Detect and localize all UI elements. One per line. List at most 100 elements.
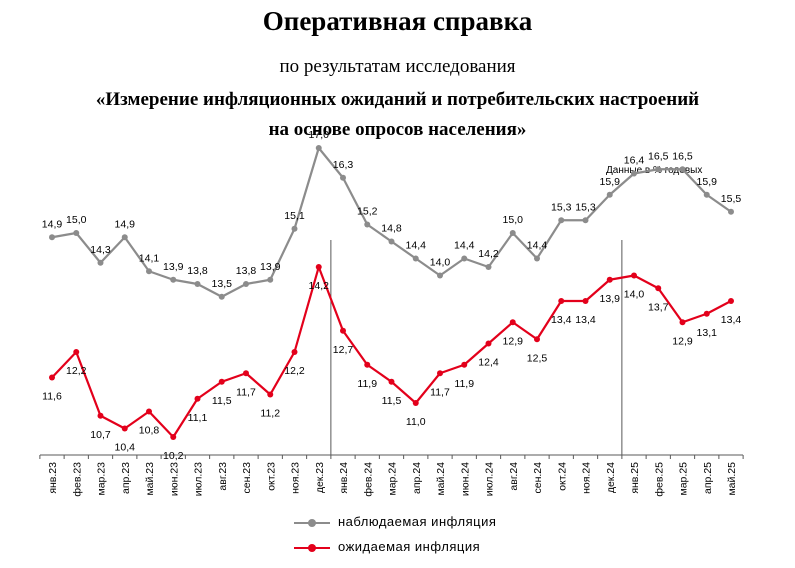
x-tick-label: мар.24 <box>387 462 399 496</box>
data-label-expected: 10,4 <box>115 442 136 454</box>
inflation-line-chart: янв.23 фев.23 мар.23 апр.23 май.23 июн.23 июл.… <box>39 129 744 497</box>
data-label-observed: 14,1 <box>139 252 160 264</box>
point-observed <box>170 276 177 283</box>
point-expected <box>97 412 104 419</box>
point-observed <box>146 268 152 275</box>
point-observed <box>509 230 516 236</box>
data-label-observed: 15,1 <box>284 210 305 222</box>
point-expected <box>267 391 274 398</box>
data-label-expected: 11,2 <box>260 408 280 420</box>
x-tick-label: янв.25 <box>629 462 641 494</box>
data-label-expected: 12,5 <box>527 352 548 364</box>
data-label-expected: 12,2 <box>284 365 305 377</box>
x-axis: янв.23 фев.23 мар.23 апр.23 май.23 июн.23 июл.… <box>39 454 744 497</box>
data-label-expected: 13,1 <box>697 327 718 339</box>
data-label-observed: 13,8 <box>187 265 208 277</box>
data-label-observed: 14,4 <box>454 240 475 252</box>
year-dividers <box>330 240 623 455</box>
report-name-line-2: на основе опросов населения» <box>268 119 527 140</box>
data-label-observed: 16,5 <box>672 150 693 162</box>
point-observed <box>485 264 492 270</box>
data-label-observed: 13,5 <box>212 278 233 290</box>
point-observed <box>558 217 565 224</box>
point-observed <box>412 255 419 262</box>
data-label-observed: 15,9 <box>697 176 718 188</box>
point-expected <box>218 378 225 385</box>
data-label-expected: 14,2 <box>309 280 330 292</box>
point-expected <box>243 370 249 377</box>
data-label-observed: 15,0 <box>503 214 524 226</box>
point-expected <box>461 361 468 368</box>
data-label-expected: 12,7 <box>333 344 354 356</box>
data-label-expected: 11,7 <box>236 386 256 398</box>
point-expected <box>194 395 201 402</box>
data-label-observed: 14,3 <box>90 244 111 256</box>
point-expected <box>703 310 710 317</box>
point-expected <box>73 349 80 355</box>
x-tick-label: июл.23 <box>193 462 205 496</box>
point-expected <box>49 374 55 381</box>
data-label-observed: 16,5 <box>648 150 669 162</box>
point-observed <box>364 221 371 228</box>
page-subtitle: по результатам исследования <box>279 56 516 77</box>
x-tick-label: ноя.24 <box>581 462 593 494</box>
point-expected <box>412 400 419 406</box>
data-label-expected: 12,2 <box>66 365 87 377</box>
data-label-observed: 15,0 <box>66 214 87 226</box>
legend-observed-label: наблюдаемая инфляция <box>338 514 497 529</box>
x-tick-label: окт.23 <box>265 462 277 491</box>
point-observed <box>218 293 225 300</box>
x-tick-label: май.23 <box>144 462 156 496</box>
data-label-expected: 11,5 <box>382 395 402 407</box>
x-tick-label: апр.23 <box>120 462 132 494</box>
data-label-expected: 13,4 <box>551 314 572 326</box>
legend-observed-marker <box>308 519 316 527</box>
data-label-expected: 11,7 <box>430 386 450 398</box>
data-label-expected: 13,7 <box>648 301 669 313</box>
data-label-expected: 11,9 <box>454 378 474 390</box>
x-tick-label: июл.24 <box>484 462 496 496</box>
report-name-line-1: «Измерение инфляционных ожиданий и потре… <box>95 89 700 110</box>
point-expected <box>655 285 662 292</box>
point-observed <box>703 191 710 198</box>
point-expected <box>728 298 734 304</box>
data-label-expected: 11,1 <box>188 412 208 424</box>
point-expected <box>582 298 589 304</box>
x-tick-label: дек.24 <box>605 462 617 493</box>
point-expected <box>388 378 395 385</box>
point-observed <box>121 234 128 241</box>
data-label-observed: 13,9 <box>163 261 184 273</box>
point-observed <box>291 225 298 232</box>
point-observed <box>267 276 274 283</box>
x-tick-label: янв.23 <box>47 462 59 494</box>
point-observed <box>728 208 734 215</box>
data-label-expected: 10,8 <box>139 425 160 437</box>
point-observed <box>194 281 201 287</box>
data-label-observed: 14,4 <box>527 240 548 252</box>
data-label-expected: 12,9 <box>672 335 693 347</box>
data-label-observed: 15,9 <box>600 176 621 188</box>
point-expected <box>291 349 298 355</box>
data-label-expected: 12,4 <box>478 357 499 369</box>
point-observed <box>97 259 104 266</box>
x-tick-label: мар.25 <box>678 462 690 496</box>
point-observed <box>679 166 686 173</box>
data-label-observed: 13,8 <box>236 265 257 277</box>
x-tick-label: июн.24 <box>459 462 471 496</box>
x-tick-label: дек.23 <box>314 462 326 493</box>
point-observed <box>461 255 468 262</box>
point-observed <box>606 191 613 198</box>
data-label-observed: 14,9 <box>42 218 63 230</box>
x-tick-label: авг.24 <box>508 462 520 491</box>
data-label-observed: 17,0 <box>309 129 330 141</box>
legend-expected-label: ожидаемая инфляция <box>338 539 481 554</box>
series-expected-inflation: 11,6 12,2 10,7 10,410,8 10,2 11,1 11,5 11,7 11,2… <box>42 264 741 462</box>
data-label-expected: 11,0 <box>406 416 426 428</box>
point-expected <box>315 264 322 270</box>
x-tick-label: ноя.23 <box>290 462 302 494</box>
x-tick-label: янв.24 <box>338 462 350 494</box>
point-observed <box>437 272 443 279</box>
data-label-observed: 13,9 <box>260 261 281 273</box>
x-tick-label: сен.24 <box>532 462 544 494</box>
data-label-observed: 16,3 <box>333 159 354 171</box>
